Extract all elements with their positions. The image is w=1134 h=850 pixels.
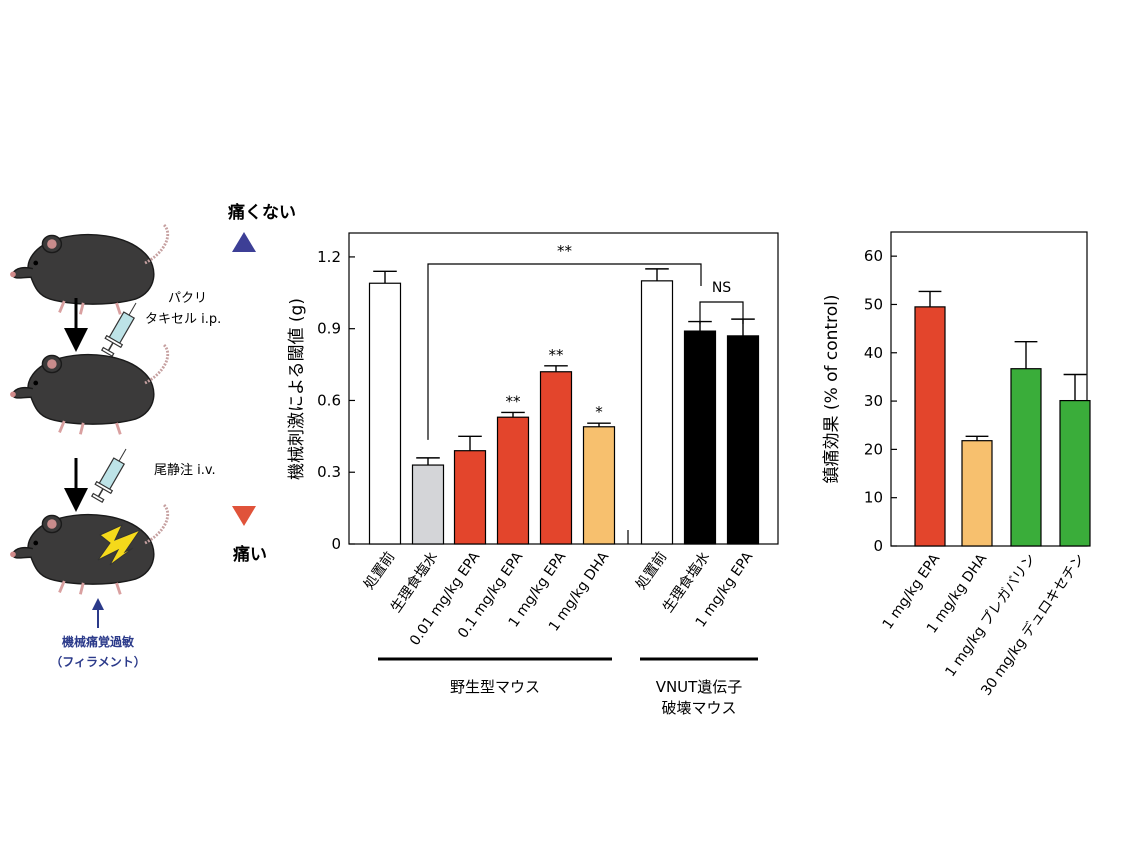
y-tick-label: 0 [873,537,883,555]
syringe-icon [98,297,145,359]
pain-scale: 痛くない 痛い [228,202,296,565]
ns-bracket [699,301,744,324]
lightning-icon [97,523,142,566]
bar [368,282,402,545]
vnut-group-label-line1: VNUT遺伝子 [656,678,743,696]
bar [496,416,530,545]
bar [961,440,993,547]
vnut-group-label-line2: 破壊マウス [661,699,736,717]
y-tick-label: 0.3 [317,463,341,481]
mouse-icon [8,503,170,596]
y-tick-label: 0.9 [317,320,341,338]
significance-bracket [427,263,702,440]
step1-label-line1: パクリ [168,291,207,306]
step1-label-line2: タキセル i.p. [145,312,221,327]
x-tick-label: 処置前 [360,549,398,593]
pain-scale-down-arrowhead [232,506,256,526]
analgesic-chart-ylabel: 鎮痛効果 (% of control) [822,295,842,484]
step3-label-line1: 機械痛覚過敏 [62,634,135,649]
step2-label: 尾静注 i.v. [154,463,216,478]
y-tick-label: 0.6 [317,391,341,409]
y-tick-label: 20 [864,440,883,458]
analgesic-chart: 鎮痛効果 (% of control) 0 10 20 30 40 50 60 1 mg/k… [822,231,1091,699]
bar [726,335,760,545]
y-tick-label: 60 [864,247,883,265]
x-tick-label: 1 mg/kg プレガバリン [942,551,1039,680]
pain-scale-up-arrowhead [232,232,256,252]
threshold-chart: 機械刺激による閾値 (g) 00.30.60.91.2 ***** 処置前生理食… [287,232,779,717]
significance-label: * [595,403,603,421]
pain-scale-top-label: 痛くない [228,202,296,223]
bar [1059,399,1091,547]
down-arrow-icon [64,298,88,352]
x-tick-label: 処置前 [632,549,670,593]
syringe-icon [88,443,135,505]
bar [640,280,674,545]
bar [914,306,946,547]
significance-label: ** [506,392,522,410]
down-arrow-icon [64,458,88,512]
y-tick-label: 50 [864,295,883,313]
bar [453,450,487,545]
significance-label: ** [549,346,565,364]
threshold-chart-ylabel: 機械刺激による閾値 (g) [287,298,307,480]
y-tick-label: 30 [864,392,883,410]
up-arrow-icon [92,598,104,628]
mouse-icon [8,223,170,316]
y-tick-label: 40 [864,344,883,362]
bar [411,464,445,545]
bar [582,426,616,545]
wild-type-group-label: 野生型マウス [450,678,540,696]
bar [539,371,573,545]
y-tick-label: 10 [864,489,883,507]
y-tick-label: 0 [331,535,341,553]
pain-scale-bottom-label: 痛い [233,544,267,565]
bracket-label: ** [557,242,573,260]
bar [683,330,717,545]
step3-label-line2: （フィラメント） [50,654,145,669]
bar [1010,368,1042,547]
schematic-panel: パクリ タキセル i.p. 尾静注 i.v. 機械痛覚過敏 （フィラメント） [8,223,221,669]
y-tick-label: 1.2 [317,248,341,266]
ns-label: NS [712,280,731,296]
mouse-icon [8,343,170,436]
